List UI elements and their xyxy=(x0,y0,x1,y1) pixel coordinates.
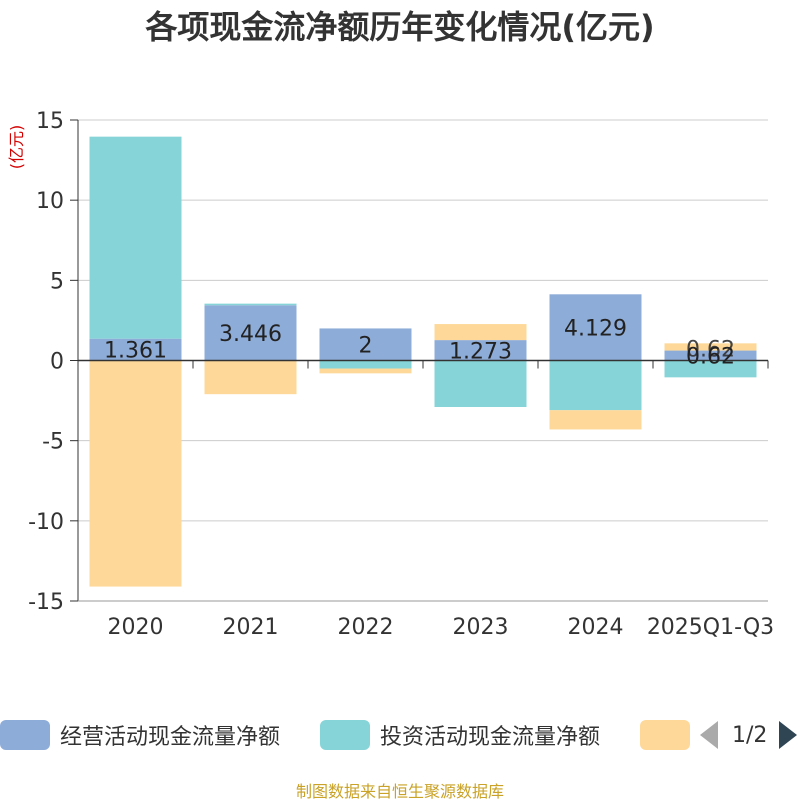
x-tick-label: 2020 xyxy=(108,615,164,640)
legend-label-operating: 经营活动现金流量净额 xyxy=(60,725,281,750)
chart-title: 各项现金流净额历年变化情况(亿元) xyxy=(145,8,654,46)
data-label: 1.273 xyxy=(449,339,512,364)
data-label: 1.361 xyxy=(104,339,167,364)
y-tick-label: -5 xyxy=(42,430,64,455)
y-tick-label: 0 xyxy=(50,350,64,375)
bar-operating xyxy=(319,328,412,361)
x-tick-label: 2022 xyxy=(338,615,394,640)
y-tick-label: -15 xyxy=(28,590,64,615)
legend-page-indicator: 1/2 xyxy=(732,722,768,748)
bar-investing xyxy=(89,136,182,339)
legend-swatch-investing xyxy=(320,720,370,750)
y-tick-label: 5 xyxy=(50,269,64,294)
bar-operating xyxy=(89,338,182,361)
y-tick-label: 10 xyxy=(36,189,64,214)
legend-swatch-operating xyxy=(0,720,50,750)
bar-investing xyxy=(664,360,757,378)
y-tick-label: -10 xyxy=(28,510,64,535)
bar-operating xyxy=(549,294,642,361)
bar-financing xyxy=(434,324,527,341)
x-tick-label: 2021 xyxy=(223,615,279,640)
bar-investing xyxy=(319,360,412,369)
x-tick-label: 2023 xyxy=(453,615,509,640)
x-tick-label: 2025Q1-Q3 xyxy=(647,615,774,640)
y-axis-label: (亿元) xyxy=(7,125,26,170)
legend-label-investing: 投资活动现金流量净额 xyxy=(380,725,601,750)
legend-item-financing[interactable] xyxy=(640,718,700,752)
data-label: 2 xyxy=(359,333,373,358)
bar-financing xyxy=(319,368,412,374)
legend-item-investing[interactable]: 投资活动现金流量净额 xyxy=(320,718,600,752)
bar-financing xyxy=(204,360,297,395)
bar-investing xyxy=(549,360,642,411)
legend-next-page-icon[interactable] xyxy=(779,721,798,749)
bar-investing xyxy=(204,303,297,306)
x-tick-label: 2024 xyxy=(568,615,624,640)
data-label: 4.129 xyxy=(564,316,627,341)
data-label-overlap: 0.62 xyxy=(686,338,735,363)
chart: 各项现金流净额历年变化情况(亿元) (亿元) 15 10 5 0 -5 -10 -15 2020 2… xyxy=(7,8,774,640)
legend-swatch-financing xyxy=(640,720,690,750)
bar-operating xyxy=(434,340,527,361)
bar-operating xyxy=(664,350,757,361)
data-label: 3.446 xyxy=(219,322,282,347)
bar-investing xyxy=(434,360,527,407)
bar-operating xyxy=(204,305,297,361)
bar-financing xyxy=(549,410,642,430)
legend-prev-page-icon[interactable] xyxy=(700,721,718,749)
legend: 经营活动现金流量净额 投资活动现金流量净额 1/2 xyxy=(0,718,800,752)
source-note: 制图数据来自恒生聚源数据库 xyxy=(295,782,504,801)
legend-pager: 1/2 xyxy=(700,718,798,752)
bar-financing xyxy=(89,360,182,587)
legend-item-operating[interactable]: 经营活动现金流量净额 xyxy=(0,718,280,752)
bar-financing xyxy=(664,343,757,351)
y-tick-label: 15 xyxy=(36,109,64,134)
data-label: 0.62 xyxy=(686,345,735,370)
